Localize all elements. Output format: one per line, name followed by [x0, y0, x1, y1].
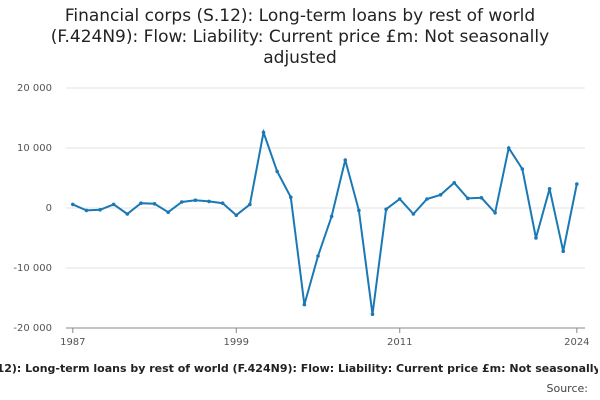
chart-title: Financial corps (S.12): Long-term loans … — [50, 6, 550, 68]
y-tick-label: 0 — [46, 203, 52, 214]
point — [506, 146, 511, 150]
caption-text: Financial corps (S.12): Long-term loans … — [0, 362, 598, 375]
point — [397, 197, 402, 201]
point — [575, 182, 579, 186]
y-tick-label: 10 000 — [17, 143, 52, 154]
y-tick-label: -10 000 — [13, 263, 52, 274]
point — [234, 213, 239, 217]
source: Source: — [546, 382, 589, 395]
point — [452, 181, 457, 185]
point — [84, 208, 89, 213]
point — [561, 249, 566, 253]
point — [193, 198, 198, 202]
point — [520, 167, 525, 171]
point — [275, 169, 279, 174]
point — [166, 210, 170, 214]
point — [98, 208, 102, 212]
point — [425, 197, 429, 201]
caption: Financial corps (S.12): Long-term loans … — [0, 362, 598, 378]
point — [493, 211, 497, 215]
point — [248, 202, 252, 207]
point — [466, 196, 470, 201]
x-tick-label: 2024 — [564, 337, 589, 348]
point — [152, 202, 157, 206]
point — [438, 193, 443, 197]
x-tick-label: 2011 — [387, 337, 412, 348]
point — [71, 202, 75, 207]
point — [343, 158, 348, 162]
point — [302, 302, 307, 307]
point — [479, 196, 484, 200]
x-tick-label: 1999 — [224, 337, 249, 348]
point — [179, 200, 184, 204]
point — [288, 195, 293, 199]
point — [534, 236, 538, 240]
point — [125, 212, 130, 216]
point — [139, 201, 143, 205]
point — [357, 208, 361, 213]
x-tick-label: 1987 — [60, 337, 85, 348]
series-line — [72, 128, 578, 315]
y-tick-label: -20 000 — [13, 323, 52, 334]
point — [111, 202, 116, 207]
point — [261, 130, 266, 135]
point — [329, 214, 334, 219]
point — [411, 212, 416, 216]
point — [384, 207, 388, 211]
point — [316, 254, 320, 258]
point — [207, 199, 211, 204]
point — [370, 312, 375, 317]
point — [220, 201, 225, 205]
point — [547, 187, 552, 191]
y-tick-label: 20 000 — [17, 83, 52, 94]
